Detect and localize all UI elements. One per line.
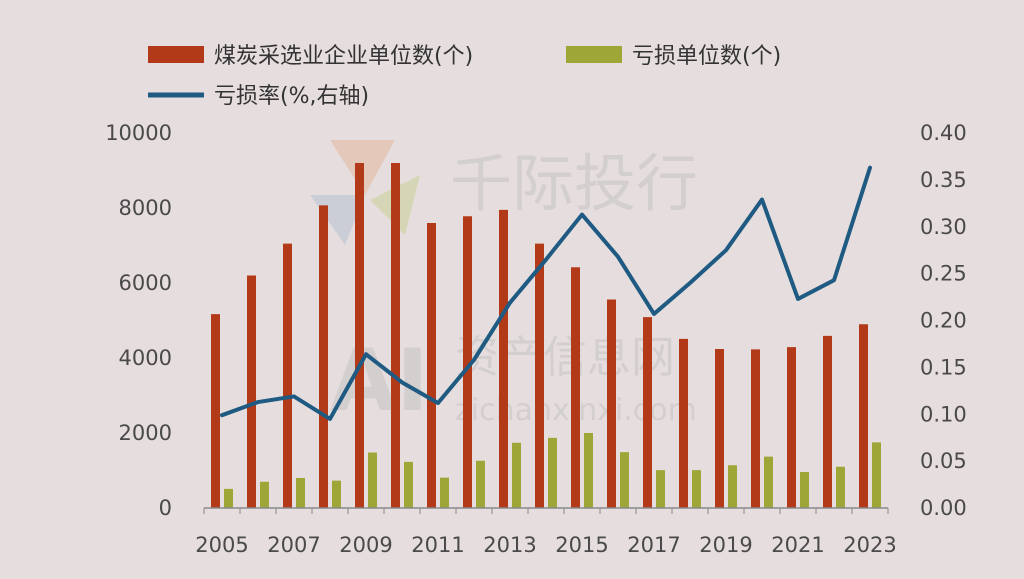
point-loss-rate-2009: [364, 352, 368, 356]
legend-label-loss-units: 亏损单位数(个): [632, 44, 781, 69]
bar-enterprises-2019: [715, 349, 724, 508]
point-loss-rate-2005: [220, 413, 224, 417]
bar-enterprises-2022: [823, 335, 832, 508]
bar-loss-units-2005: [224, 488, 233, 508]
bar-loss-units-2016: [620, 452, 629, 508]
point-loss-rate-2022: [832, 278, 836, 282]
x-tick-label: 2015: [555, 533, 608, 557]
point-loss-rate-2019: [724, 248, 728, 252]
bar-loss-units-2020: [764, 456, 773, 508]
bar-loss-units-2022: [836, 466, 845, 508]
bar-enterprises-2021: [787, 347, 796, 508]
line-layer: [220, 165, 872, 421]
point-loss-rate-2013: [508, 301, 512, 305]
x-tick-label: 2007: [267, 533, 320, 557]
y-left-tick-label: 4000: [119, 346, 172, 370]
y-right-tick-label: 0.00: [920, 496, 967, 520]
legend: 煤炭采选业企业单位数(个) 亏损单位数(个) 亏损率(%,右轴): [148, 44, 781, 109]
bar-enterprises-2008: [319, 205, 328, 508]
bar-enterprises-2018: [679, 338, 688, 508]
x-tick-label: 2013: [483, 533, 536, 557]
bar-loss-units-2009: [368, 452, 377, 508]
bar-loss-units-2017: [656, 470, 665, 508]
legend-label-loss-rate: 亏损率(%,右轴): [214, 84, 369, 109]
x-tick-label: 2005: [195, 533, 248, 557]
bar-loss-units-2015: [584, 433, 593, 508]
y-left-tick-label: 2000: [119, 421, 172, 445]
point-loss-rate-2018: [688, 281, 692, 285]
x-tick-label: 2009: [339, 533, 392, 557]
bar-loss-units-2013: [512, 442, 521, 508]
x-tick-label: 2021: [771, 533, 824, 557]
y-right-tick-label: 0.10: [920, 402, 967, 426]
point-loss-rate-2020: [760, 198, 764, 202]
y-right-tick-label: 0.30: [920, 215, 967, 239]
bar-loss-units-2007: [296, 478, 305, 508]
x-tick-label: 2023: [843, 533, 896, 557]
y-right-tick-label: 0.15: [920, 355, 967, 379]
bar-loss-units-2019: [728, 465, 737, 508]
bar-enterprises-2020: [751, 349, 760, 508]
bars-layer: [211, 163, 881, 508]
bar-enterprises-2009: [355, 163, 364, 508]
bar-loss-units-2012: [476, 460, 485, 508]
y-right-tick-label: 0.35: [920, 168, 967, 192]
legend-swatch-loss-units: [566, 46, 622, 63]
bar-enterprises-2017: [643, 317, 652, 508]
bar-enterprises-2023: [859, 324, 868, 508]
bar-loss-units-2021: [800, 472, 809, 508]
y-left-tick-label: 6000: [119, 271, 172, 295]
bar-loss-units-2011: [440, 477, 449, 508]
watermark-logo-text: AI: [330, 331, 429, 431]
y-right-tick-label: 0.25: [920, 262, 967, 286]
point-loss-rate-2016: [616, 255, 620, 259]
axes: 2005 2007 2009 2011 2013 2015 2017 2019 2021 2023…: [105, 121, 967, 557]
bar-loss-units-2018: [692, 470, 701, 508]
point-loss-rate-2010: [400, 380, 404, 384]
point-loss-rate-2021: [796, 297, 800, 301]
point-loss-rate-2015: [580, 213, 584, 217]
legend-swatch-enterprises: [148, 46, 204, 63]
bar-enterprises-2006: [247, 275, 256, 508]
bar-enterprises-2011: [427, 223, 436, 508]
y-left-tick-label: 8000: [119, 196, 172, 220]
point-loss-rate-2006: [256, 400, 260, 404]
point-loss-rate-2011: [436, 401, 440, 405]
point-loss-rate-2008: [328, 417, 332, 421]
y-right-tick-label: 0.20: [920, 309, 967, 333]
legend-label-enterprises: 煤炭采选业企业单位数(个): [214, 44, 473, 69]
bar-enterprises-2016: [607, 299, 616, 508]
bar-loss-units-2023: [872, 442, 881, 508]
point-loss-rate-2017: [652, 312, 656, 316]
bar-loss-units-2008: [332, 480, 341, 508]
bar-enterprises-2015: [571, 267, 580, 508]
y-left-tick-label: 0: [159, 496, 172, 520]
bar-enterprises-2005: [211, 314, 220, 508]
watermark-site-cn: 资产信息网: [455, 332, 675, 383]
bar-enterprises-2014: [535, 243, 544, 508]
point-loss-rate-2012: [472, 358, 476, 362]
y-left-tick-label: 10000: [105, 121, 172, 145]
bar-loss-units-2006: [260, 481, 269, 508]
watermark-brand: 千际投行: [450, 147, 698, 220]
bar-enterprises-2010: [391, 163, 400, 508]
point-loss-rate-2014: [544, 258, 548, 262]
y-right-tick-label: 0.40: [920, 121, 967, 145]
point-loss-rate-2007: [292, 394, 296, 398]
x-tick-label: 2017: [627, 533, 680, 557]
bar-enterprises-2013: [499, 209, 508, 508]
x-tick-label: 2011: [411, 533, 464, 557]
bar-loss-units-2014: [548, 437, 557, 508]
bar-enterprises-2007: [283, 243, 292, 508]
y-right-tick-label: 0.05: [920, 449, 967, 473]
x-tick-label: 2019: [699, 533, 752, 557]
bar-enterprises-2012: [463, 216, 472, 508]
point-loss-rate-2023: [868, 166, 872, 170]
bar-loss-units-2010: [404, 461, 413, 508]
